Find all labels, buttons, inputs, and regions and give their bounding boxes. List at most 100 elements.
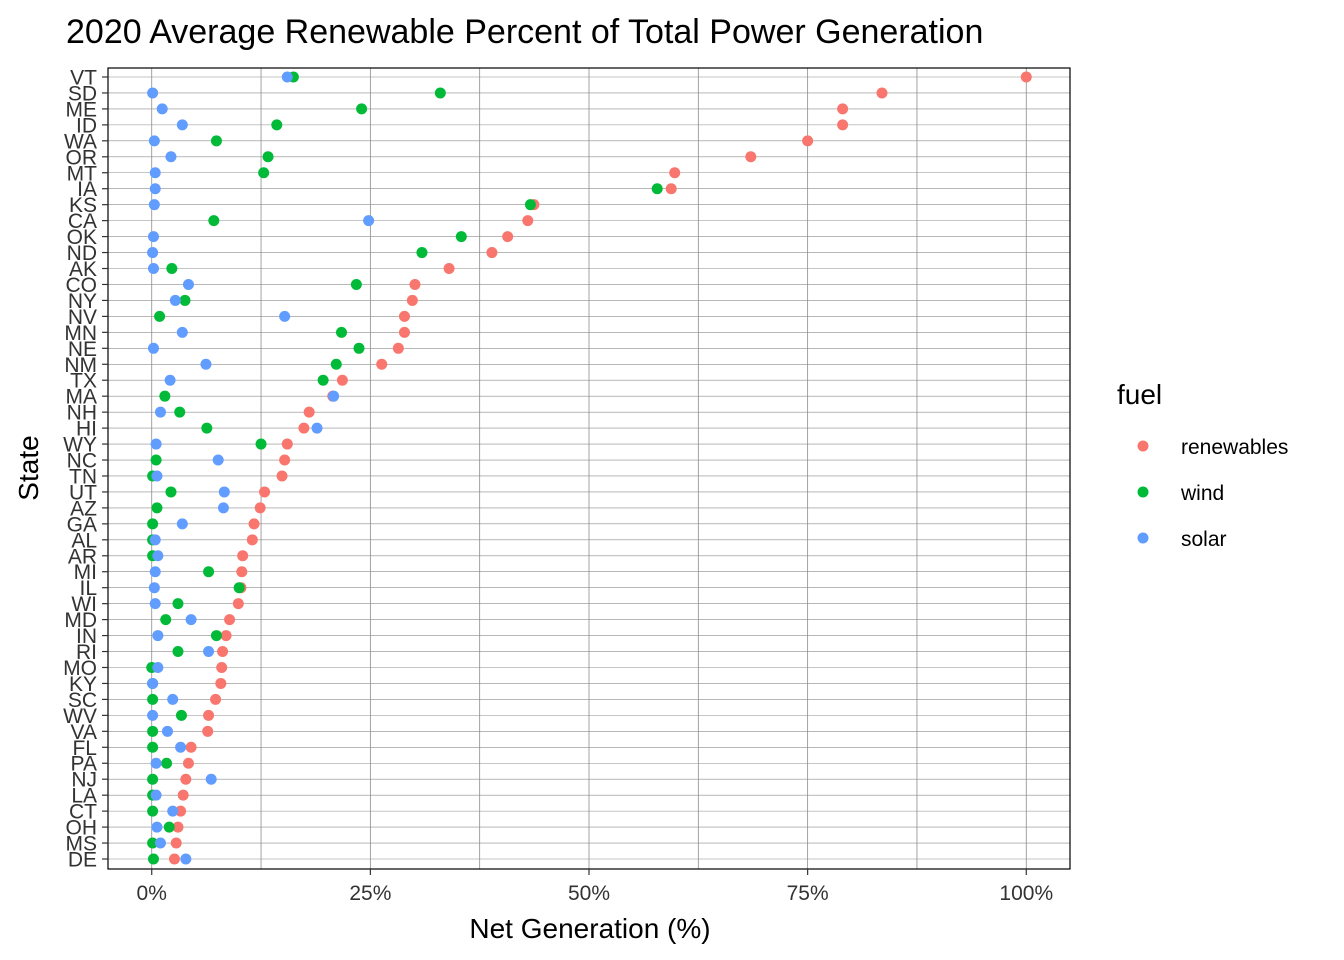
- y-tick-label: WI: [71, 593, 97, 616]
- point-wind: [151, 502, 163, 514]
- point-wind: [356, 103, 368, 115]
- point-solar: [167, 805, 179, 817]
- y-tick-label: NY: [68, 290, 97, 313]
- point-solar: [281, 71, 293, 83]
- point-wind: [147, 773, 159, 785]
- y-tick-label: ME: [66, 98, 98, 121]
- point-wind: [201, 422, 213, 434]
- y-tick-label: SD: [68, 82, 97, 105]
- point-renewables: [1020, 71, 1032, 83]
- point-renewables: [172, 821, 184, 833]
- vertical-gridlines: [151, 68, 1027, 869]
- y-tick-label: SC: [68, 689, 97, 712]
- point-solar: [150, 438, 162, 450]
- point-renewables: [248, 518, 260, 530]
- point-solar: [149, 534, 161, 546]
- point-renewables: [745, 151, 757, 163]
- y-tick-label: HI: [76, 418, 97, 441]
- y-tick-label: MS: [66, 833, 98, 856]
- y-tick-label: NE: [68, 338, 97, 361]
- point-solar: [150, 757, 162, 769]
- point-solar: [212, 454, 224, 466]
- point-solar: [218, 486, 230, 498]
- point-wind: [147, 725, 159, 737]
- point-renewables: [837, 103, 849, 115]
- x-tick-label: 50%: [568, 882, 610, 905]
- legend-title: fuel: [1117, 379, 1162, 410]
- point-renewables: [210, 693, 222, 705]
- point-wind: [208, 215, 220, 227]
- point-solar: [151, 470, 163, 482]
- point-wind: [166, 263, 178, 275]
- point-renewables: [392, 342, 404, 354]
- point-solar: [185, 614, 197, 626]
- point-wind: [147, 741, 159, 753]
- y-tick-label: NV: [68, 306, 97, 329]
- point-solar: [175, 741, 187, 753]
- y-tick-label: IA: [77, 178, 97, 201]
- point-wind: [317, 374, 329, 386]
- point-wind: [258, 167, 270, 179]
- x-axis-title: Net Generation (%): [469, 913, 710, 944]
- point-solar: [152, 550, 164, 562]
- data-points: [146, 71, 1032, 865]
- point-wind: [154, 310, 166, 322]
- point-renewables: [669, 167, 681, 179]
- legend-label-solar: solar: [1181, 528, 1227, 551]
- y-tick-label: AK: [69, 258, 97, 281]
- point-wind: [161, 757, 173, 769]
- chart-title: 2020 Average Renewable Percent of Total …: [66, 13, 983, 51]
- point-wind: [159, 390, 171, 402]
- legend-label-renewables: renewables: [1181, 436, 1288, 459]
- point-renewables: [170, 837, 182, 849]
- point-renewables: [298, 422, 310, 434]
- x-tick-label: 25%: [349, 882, 391, 905]
- point-solar: [200, 358, 212, 370]
- point-wind: [233, 582, 245, 594]
- y-tick-label: MI: [74, 561, 97, 584]
- point-solar: [152, 661, 164, 673]
- y-axis: VTSDMEIDWAORMTIAKSCAOKNDAKCONYNVMNNENMTX…: [63, 67, 108, 872]
- point-solar: [182, 278, 194, 290]
- point-renewables: [522, 215, 534, 227]
- point-renewables: [276, 470, 288, 482]
- point-renewables: [236, 566, 248, 578]
- point-wind: [165, 486, 177, 498]
- point-renewables: [409, 278, 421, 290]
- y-tick-label: PA: [71, 753, 97, 776]
- y-tick-label: AL: [71, 529, 97, 552]
- point-wind: [262, 151, 274, 163]
- y-tick-label: IL: [79, 577, 97, 600]
- point-renewables: [398, 310, 410, 322]
- y-tick-label: FL: [72, 737, 97, 760]
- point-renewables: [376, 358, 388, 370]
- point-renewables: [802, 135, 814, 147]
- point-wind: [147, 518, 159, 530]
- point-wind: [179, 294, 191, 306]
- y-tick-label: DE: [68, 849, 97, 872]
- point-renewables: [398, 326, 410, 338]
- point-solar: [328, 390, 340, 402]
- y-tick-label: ID: [76, 114, 97, 137]
- point-renewables: [168, 853, 180, 865]
- y-tick-label: KS: [69, 194, 97, 217]
- point-wind: [416, 247, 428, 259]
- y-tick-label: CA: [68, 210, 97, 233]
- point-solar: [167, 693, 179, 705]
- point-wind: [350, 278, 362, 290]
- point-wind: [147, 853, 159, 865]
- plot-panel: [107, 67, 1071, 870]
- point-solar: [311, 422, 323, 434]
- point-solar: [149, 566, 161, 578]
- y-tick-label: WV: [63, 705, 97, 728]
- point-solar: [156, 103, 168, 115]
- legend-key-wind: [1137, 486, 1149, 498]
- x-axis: 0% 25% 50% 75% 100%: [137, 869, 1053, 905]
- point-wind: [524, 199, 536, 211]
- point-renewables: [281, 438, 293, 450]
- x-tick-label: 100%: [999, 882, 1053, 905]
- point-renewables: [220, 630, 232, 642]
- legend-key-solar: [1137, 532, 1149, 544]
- y-tick-label: WA: [64, 130, 97, 153]
- point-solar: [164, 374, 176, 386]
